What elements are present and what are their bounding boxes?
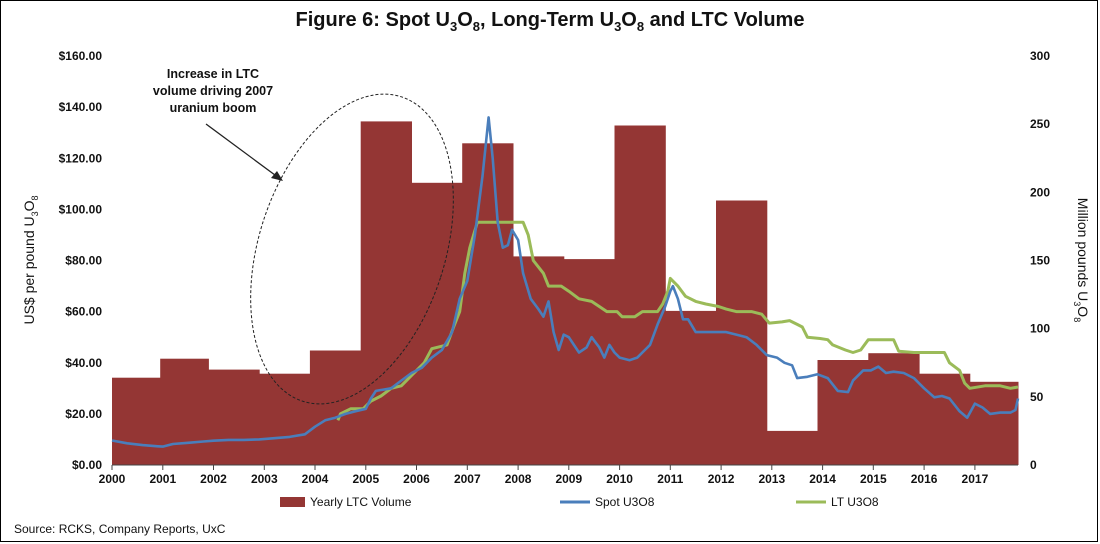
y-axis-right-label: Million pounds U3O8 [1072,198,1091,322]
x-tick-label: 2015 [860,472,887,486]
x-tick-label: 2005 [352,472,379,486]
ltc-volume-bar [360,121,412,466]
y-right-tick-label: 250 [1030,117,1050,131]
y-left-tick-label: $0.00 [72,458,102,472]
legend-label: Yearly LTC Volume [310,495,412,509]
ltc-volume-bar [766,430,819,465]
annotation-ellipse [250,93,454,405]
chart-title: Figure 6: Spot U3O8, Long-Term U3O8 and … [296,9,805,34]
x-tick-label: 2008 [505,472,532,486]
annotation-line: Increase in LTC [167,67,259,81]
ltc-volume-bar [563,259,615,465]
x-tick-label: 2002 [200,472,227,486]
y-left-tick-label: $40.00 [65,356,102,370]
x-tick-label: 2016 [911,472,938,486]
x-tick-label: 2011 [657,472,683,486]
ltc-volume-bar [919,373,971,465]
y-left-tick-label: $60.00 [65,305,102,319]
annotation-line: volume driving 2007 [153,84,273,98]
x-tick-label: 2009 [555,472,582,486]
x-tick-label: 2010 [606,472,633,486]
x-tick-label: 2006 [403,472,430,486]
x-tick-label: 2017 [962,472,989,486]
ltc-volume-bar [462,143,514,466]
y-right-tick-label: 0 [1030,458,1037,472]
x-tick-label: 2014 [809,472,836,486]
legend-label: Spot U3O8 [595,495,655,509]
price-lines [111,116,1020,448]
x-tick-label: 2007 [454,472,481,486]
annotation-arrow [205,123,280,179]
axes: $0.00 $20.00 $40.00 $60.00 $80.00 $100.00 $120… [59,49,1051,486]
y-right-tick-label: 150 [1030,254,1050,268]
lt-u3o8-line [336,220,1019,421]
x-tick-label: 2004 [302,472,329,486]
source-note: Source: RCKS, Company Reports, UxC [14,522,226,536]
ltc-volume-bar [817,360,869,465]
y-left-tick-label: $140.00 [59,100,103,114]
y-left-tick-label: $160.00 [59,49,103,63]
spot-u3o8-line [111,116,1020,448]
x-tick-label: 2013 [758,472,785,486]
y-right-tick-label: 200 [1030,185,1050,199]
legend-swatch-ltc-volume [280,497,305,507]
y-right-tick-label: 300 [1030,49,1050,63]
y-right-tick-label: 50 [1030,390,1044,404]
ltc-volume-bar [665,310,717,465]
ltc-volume-bar [868,353,920,465]
ltc-volume-bars [112,121,1019,466]
legend: Yearly LTC Volume Spot U3O8 LT U3O8 [280,495,879,509]
y-left-tick-label: $100.00 [59,202,103,216]
x-tick-label: 2003 [251,472,278,486]
ltc-volume-bar [513,256,565,465]
y-right-tick-label: 100 [1030,322,1050,336]
y-axis-left-label: US$ per pound U3O8 [21,195,40,324]
ltc-volume-bar [160,358,209,465]
ltc-volume-bar [614,125,666,465]
ltc-volume-bar [112,377,161,465]
x-tick-label: 2001 [149,472,176,486]
annotation-arrowhead [271,171,283,181]
ltc-volume-bar [969,381,1019,465]
y-left-tick-label: $20.00 [65,407,102,421]
legend-label: LT U3O8 [831,495,879,509]
annotation-line: uranium boom [170,101,257,115]
ltc-volume-bar [208,369,260,465]
annotation: Increase in LTC volume driving 2007 uran… [153,67,454,405]
ltc-volume-bar [259,373,311,465]
x-tick-label: 2000 [99,472,126,486]
x-tick-label: 2012 [708,472,735,486]
y-left-tick-label: $80.00 [65,254,102,268]
y-left-tick-label: $120.00 [59,151,103,165]
